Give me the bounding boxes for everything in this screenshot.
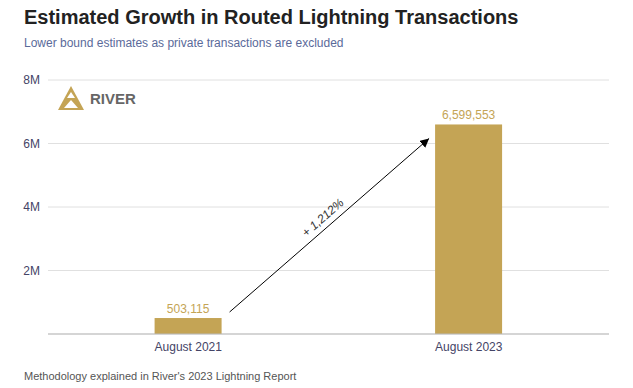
svg-text:6M: 6M (23, 137, 40, 151)
html-text:Lower bound estimates as priva: Lower bound estimates as private transac… (24, 36, 344, 50)
svg-text:503,115: 503,115 (167, 302, 210, 316)
html-text:Estimated Growth in Routed Lig: Estimated Growth in Routed Lightning Tra… (24, 6, 519, 28)
svg-text:2M: 2M (23, 264, 40, 278)
html-text:Methodology explained in River: Methodology explained in River's 2023 Li… (24, 370, 297, 382)
svg-text:+ 1,212%: + 1,212% (299, 195, 347, 239)
svg-text:8M: 8M (23, 73, 40, 87)
svg-text:August 2023: August 2023 (435, 340, 503, 354)
svg-text:4M: 4M (23, 200, 40, 214)
html-text:RIVER: RIVER (90, 89, 136, 107)
svg-text:6,599,553: 6,599,553 (442, 108, 496, 122)
svg-text:August 2021: August 2021 (155, 340, 223, 354)
